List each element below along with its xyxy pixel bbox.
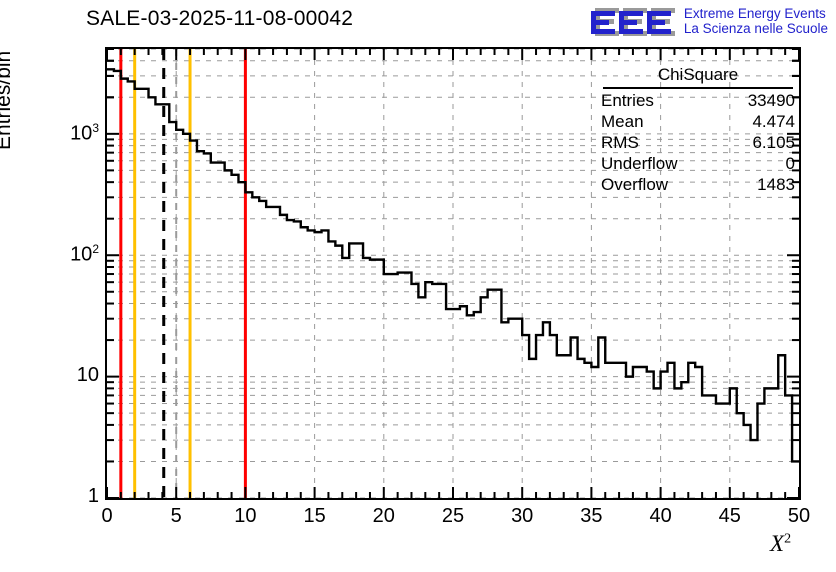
x-axis-title: Χ2 <box>770 531 791 557</box>
x-tick-label-15: 15 <box>303 505 326 527</box>
stats-value: 4.474 <box>752 112 795 132</box>
stats-row-entries: Entries 33490 <box>595 90 801 111</box>
stats-divider <box>603 87 793 89</box>
stats-value: 33490 <box>747 91 795 110</box>
eee-logo-mark <box>590 8 675 36</box>
x-axis-title-exponent: 2 <box>784 531 792 547</box>
eee-logo: Extreme Energy Events La Scienza nelle S… <box>589 4 828 40</box>
eee-logo-text: Extreme Energy Events La Scienza nelle S… <box>684 7 828 36</box>
x-axis-title-base: Χ <box>770 531 785 556</box>
stats-key: Mean <box>601 112 644 132</box>
logo-line-2: La Scienza nelle Scuole <box>683 21 828 36</box>
stats-title: ChiSquare <box>657 65 739 84</box>
x-tick-label-35: 35 <box>580 505 603 527</box>
stats-key: Entries <box>601 91 654 110</box>
stats-rows: Entries 33490 Mean 4.474 RMS 6.105 Underflow 0 O… <box>595 90 801 195</box>
y-axis-title: Entries/bin <box>0 50 15 150</box>
x-tick-label-20: 20 <box>372 505 395 527</box>
x-tick-label-50: 50 <box>787 505 811 527</box>
x-tick-label-45: 45 <box>718 505 741 527</box>
stats-key: RMS <box>601 133 639 153</box>
marker-lines <box>119 49 247 498</box>
y-tick-label-1000: 103 <box>70 120 99 145</box>
stats-row-rms: RMS 6.105 <box>595 132 801 153</box>
y-tick-label-100: 102 <box>70 242 99 266</box>
stats-row-overflow: Overflow 1483 <box>595 174 801 195</box>
plot-frame <box>105 47 801 500</box>
x-tick-label-40: 40 <box>649 505 672 527</box>
histogram-path <box>107 68 799 463</box>
stats-key: Underflow <box>601 154 678 174</box>
stats-row-underflow: Underflow 0 <box>595 153 801 174</box>
y-tick-label-10: 10 <box>76 363 99 386</box>
y-tick-label-1: 1 <box>87 485 99 507</box>
stats-row-mean: Mean 4.474 <box>595 111 801 132</box>
stats-box: ChiSquare Entries 33490 Mean 4.474 RMS 6.105 U… <box>595 64 801 195</box>
x-tick-label-25: 25 <box>441 505 465 527</box>
stats-value: 0 <box>785 154 795 174</box>
x-tick-label-5: 5 <box>170 505 182 527</box>
page-title: SALE-03-2025-11-08-00042 <box>86 7 354 30</box>
stats-key: Overflow <box>601 175 669 195</box>
logo-line-1: Extreme Energy Events <box>683 6 826 22</box>
x-tick-label-0: 0 <box>101 505 113 527</box>
stats-value: 1483 <box>757 175 795 195</box>
stats-value: 6.105 <box>752 133 795 153</box>
histogram-curve <box>107 68 799 463</box>
x-tick-label-30: 30 <box>511 505 534 527</box>
x-tick-label-10: 10 <box>234 505 257 527</box>
